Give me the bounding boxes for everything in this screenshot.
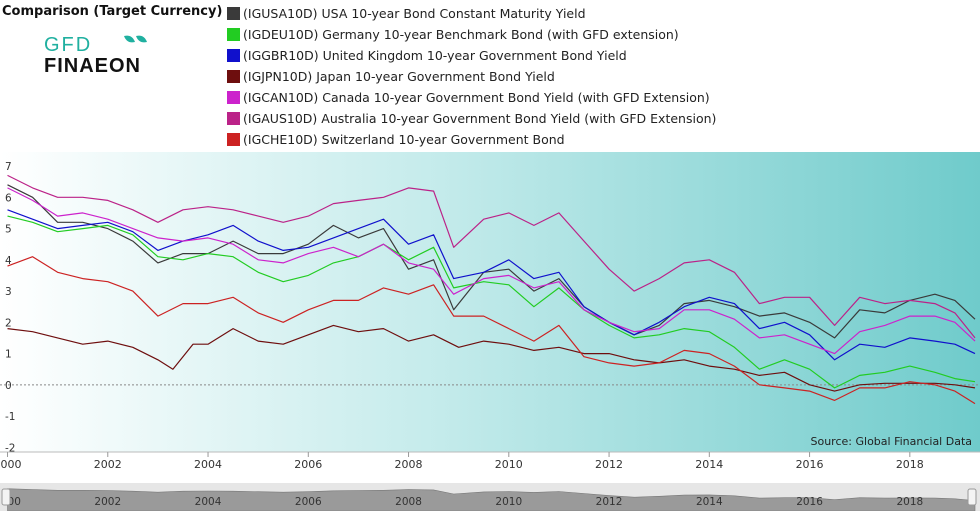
logo-line2: FINAEON <box>44 55 141 74</box>
legend-item[interactable]: (IGGBR10D) United Kingdom 10-year Govern… <box>227 45 716 66</box>
navigator-label: 2014 <box>696 496 723 508</box>
x-tick-label: 2018 <box>896 458 924 471</box>
legend-swatch <box>227 7 240 20</box>
legend-label: (IGDEU10D) Germany 10-year Benchmark Bon… <box>243 27 679 42</box>
legend-label: (IGGBR10D) United Kingdom 10-year Govern… <box>243 48 627 63</box>
x-tick-label: 2016 <box>796 458 824 471</box>
legend-item[interactable]: (IGCAN10D) Canada 10-year Government Bon… <box>227 87 716 108</box>
series-line[interactable] <box>7 209 976 361</box>
x-tick-label: 2008 <box>395 458 423 471</box>
leaf-icon <box>124 35 147 43</box>
legend-label: (IGJPN10D) Japan 10-year Government Bond… <box>243 69 555 84</box>
logo-line1: GFD <box>44 34 92 56</box>
series-line[interactable] <box>7 174 976 339</box>
y-tick-label: 6 <box>5 192 12 204</box>
y-tick-label: -2 <box>5 442 15 454</box>
chart-legend: (IGUSA10D) USA 10-year Bond Constant Mat… <box>227 3 716 150</box>
plot-background <box>0 152 980 452</box>
navigator-label: 2006 <box>295 496 322 508</box>
chart-comparison-title: Comparison (Target Currency) <box>2 4 223 19</box>
legend-label: (IGCHE10D) Switzerland 10-year Governmen… <box>243 132 565 147</box>
legend-swatch <box>227 49 240 62</box>
navigator-labels: 2000200220042006200820102012201420162018 <box>0 496 923 508</box>
series-line[interactable] <box>7 256 976 405</box>
y-tick-label: 1 <box>5 349 12 361</box>
legend-item[interactable]: (IGUSA10D) USA 10-year Bond Constant Mat… <box>227 3 716 24</box>
legend-swatch <box>227 91 240 104</box>
x-tick-label: 2000 <box>0 458 22 471</box>
x-tick-label: 2014 <box>695 458 723 471</box>
y-tick-label: -1 <box>5 411 15 423</box>
y-axis-ticks: -2 -1 0 1 2 3 4 5 6 7 <box>0 161 980 454</box>
legend-item[interactable]: (IGJPN10D) Japan 10-year Government Bond… <box>227 66 716 87</box>
x-tick-label: 2006 <box>294 458 322 471</box>
legend-item[interactable]: (IGAUS10D) Australia 10-year Government … <box>227 108 716 129</box>
y-tick-label: 7 <box>5 161 12 173</box>
navigator-label: 2010 <box>495 496 522 508</box>
legend-swatch <box>227 112 240 125</box>
navigator-label: 2018 <box>896 496 923 508</box>
x-tick-label: 2010 <box>495 458 523 471</box>
series-line[interactable] <box>7 324 976 392</box>
navigator-label: 2012 <box>596 496 623 508</box>
legend-item[interactable]: (IGCHE10D) Switzerland 10-year Governmen… <box>227 129 716 150</box>
legend-swatch <box>227 28 240 41</box>
navigator-area <box>7 488 976 511</box>
series-line[interactable] <box>7 215 976 389</box>
x-tick-label: 2004 <box>194 458 222 471</box>
legend-label: (IGCAN10D) Canada 10-year Government Bon… <box>243 90 710 105</box>
navigator-label: 2004 <box>195 496 222 508</box>
series-line[interactable] <box>7 187 976 355</box>
navigator-label: 2016 <box>796 496 823 508</box>
x-axis-ticks: 2000 2002 2004 2006 2008 2010 2012 2014 2016 2018 <box>0 452 924 471</box>
legend-label: (IGAUS10D) Australia 10-year Government … <box>243 111 717 126</box>
source-note: Source: Global Financial Data <box>811 435 973 448</box>
navigator-left-handle[interactable] <box>1 488 11 506</box>
navigator-label: 2002 <box>94 496 121 508</box>
gfd-finaeon-logo: GFD FINAEON <box>44 34 147 74</box>
y-tick-label: 4 <box>5 255 12 267</box>
y-tick-label: 2 <box>5 317 12 329</box>
navigator-label: 2008 <box>395 496 422 508</box>
legend-swatch <box>227 133 240 146</box>
x-tick-label: 2012 <box>595 458 623 471</box>
y-tick-label: 0 <box>5 380 12 392</box>
y-tick-label: 3 <box>5 286 12 298</box>
legend-label: (IGUSA10D) USA 10-year Bond Constant Mat… <box>243 6 586 21</box>
legend-item[interactable]: (IGDEU10D) Germany 10-year Benchmark Bon… <box>227 24 716 45</box>
y-tick-label: 5 <box>5 224 12 236</box>
series-lines <box>7 174 976 405</box>
x-tick-label: 2002 <box>94 458 122 471</box>
navigator-right-handle[interactable] <box>967 488 977 506</box>
legend-swatch <box>227 70 240 83</box>
time-navigator[interactable]: 2000200220042006200820102012201420162018 <box>0 483 980 511</box>
line-chart[interactable]: -2 -1 0 1 2 3 4 5 6 7 Source: Global Financial Da… <box>0 0 980 483</box>
